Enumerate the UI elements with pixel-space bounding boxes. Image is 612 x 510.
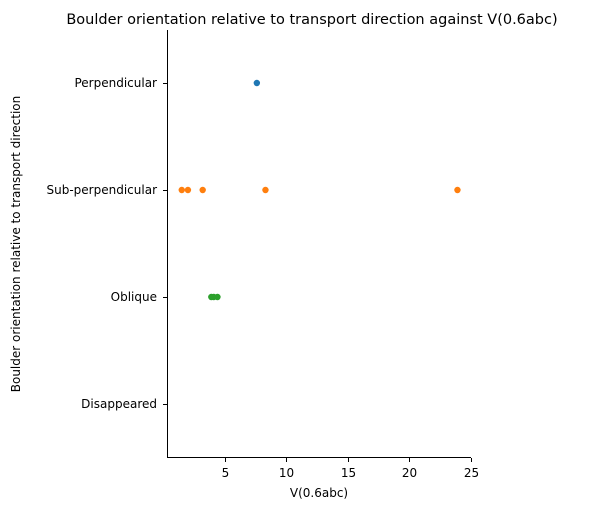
x-tick-label: 5 [222, 466, 230, 480]
x-axis-label: V(0.6abc) [290, 486, 348, 500]
x-tick-label: 20 [402, 466, 417, 480]
y-axis-label: Boulder orientation relative to transpor… [9, 96, 23, 393]
y-axis-ticks: Perpendicular Sub-perpendicular Oblique Dis… [47, 76, 167, 411]
x-axis-ticks: 5 10 15 20 25 [222, 458, 479, 480]
data-point [178, 186, 185, 194]
x-tick-label: 25 [464, 466, 479, 480]
y-tick-label: Perpendicular [74, 76, 157, 90]
data-point [184, 186, 192, 194]
x-tick-label: 15 [341, 466, 356, 480]
data-point [454, 186, 461, 194]
chart-title: Boulder orientation relative to transpor… [66, 12, 557, 28]
y-tick-label: Oblique [111, 290, 157, 304]
data-points [178, 79, 461, 301]
data-point [214, 293, 221, 301]
data-point [253, 79, 261, 87]
x-tick-label: 10 [279, 466, 294, 480]
data-point [262, 186, 269, 194]
y-tick-label: Sub-perpendicular [47, 183, 158, 197]
y-tick-label: Disappeared [81, 397, 157, 411]
data-point [199, 186, 206, 194]
